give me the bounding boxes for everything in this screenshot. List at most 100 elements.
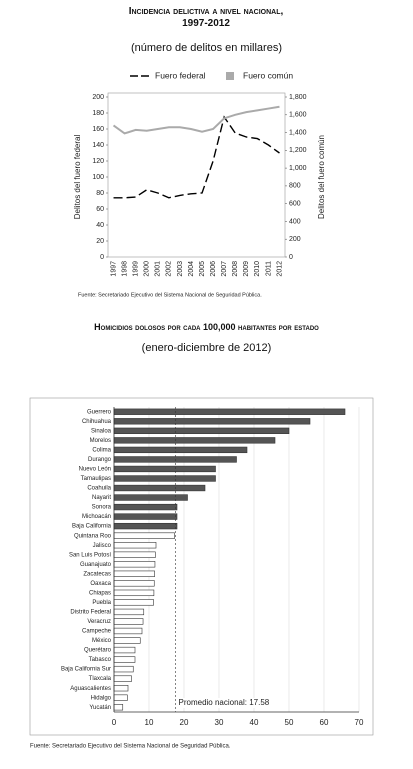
bar (113, 685, 129, 692)
bar (113, 551, 156, 558)
y-tick-label: Chihuahua (82, 419, 112, 425)
y2-tick-label: 1,200 (289, 147, 307, 154)
bar (113, 694, 128, 701)
y-tick-label: Querétaro (84, 648, 112, 654)
bar (113, 580, 155, 587)
bar (113, 561, 156, 568)
bar (113, 408, 346, 415)
y2-tick-label: 1,400 (289, 129, 307, 136)
y-tick-label: Zacatecas (83, 571, 111, 577)
y-tick-label: 200 (92, 94, 104, 101)
source-note: Fuente: Secretariado Ejecutivo del Siste… (78, 292, 262, 298)
bar (113, 599, 154, 606)
bar (113, 522, 178, 530)
bar (113, 542, 157, 549)
y-tick-label: 100 (92, 174, 104, 181)
bar (113, 665, 134, 673)
x-tick-label: 2011 (265, 261, 272, 276)
y-tick-label: Hidalgo (91, 695, 112, 701)
y-tick-label: 140 (92, 142, 104, 149)
chart-subtitle: (número de delitos en millares) (130, 42, 282, 54)
x-tick-label: 2002 (166, 261, 173, 277)
bar (113, 608, 145, 616)
bar (113, 646, 136, 654)
bar (113, 513, 178, 520)
y-tick-label: Campeche (82, 629, 112, 635)
x-tick-label: 2003 (177, 261, 184, 277)
y-tick-label: 120 (92, 158, 104, 165)
bar (113, 618, 144, 625)
y2-tick-label: 1,000 (289, 165, 307, 172)
y-tick-label: Nuevo León (79, 467, 111, 473)
y2-tick-label: 1,800 (289, 94, 307, 101)
bar (113, 627, 143, 635)
y-tick-label: Durango (88, 457, 112, 463)
y-tick-label: Morelos (90, 438, 111, 444)
x-tick-label: 2000 (144, 261, 151, 277)
y-tick-label: Tabasco (89, 657, 112, 663)
annotation-bg (176, 698, 287, 708)
y-tick-label: Colima (92, 447, 111, 453)
bar (113, 589, 155, 597)
y2-tick-label: 200 (289, 236, 301, 243)
x-tick-label: 1999 (133, 261, 140, 277)
y-tick-label: San Luis Potosí (69, 552, 111, 558)
x-tick-label: 40 (250, 718, 259, 727)
y-tick-label: 20 (96, 238, 104, 245)
y-tick-label: Tlaxcala (89, 676, 112, 682)
y-tick-label: Jalisco (93, 543, 112, 549)
legend-swatch (226, 72, 234, 80)
y-tick-label: 80 (96, 190, 104, 197)
series-line (112, 105, 280, 135)
y-tick-label: Quintana Roo (74, 533, 112, 539)
bar (113, 704, 124, 711)
bar (113, 446, 248, 454)
x-tick-label: 30 (215, 718, 224, 727)
chart-frame (29, 397, 374, 736)
y-tick-label: Sinaloa (91, 428, 112, 434)
series-line (113, 115, 280, 199)
x-tick-label: 2004 (188, 261, 195, 277)
x-tick-label: 2005 (199, 261, 206, 277)
y-tick-label: 40 (96, 222, 104, 229)
x-tick-label: 2007 (221, 261, 228, 277)
bar (113, 675, 132, 682)
x-tick-label: 0 (112, 718, 117, 727)
y-tick-label: Puebla (92, 600, 111, 606)
y-tick-label: Chiapas (89, 590, 111, 596)
y2-tick-label: 0 (289, 254, 293, 261)
y-tick-label: 60 (96, 206, 104, 213)
x-tick-label: 1998 (121, 261, 128, 277)
y-tick-label: 160 (92, 126, 104, 133)
x-tick-label: 70 (355, 718, 364, 727)
bar (113, 418, 311, 425)
y-tick-label: México (92, 638, 112, 644)
bar (113, 656, 136, 663)
bar (113, 427, 290, 434)
y-tick-label: Yucatán (89, 705, 111, 711)
bar (113, 637, 141, 644)
x-tick-label: 60 (320, 718, 329, 727)
bar (113, 465, 216, 473)
x-tick-label: 2009 (243, 261, 250, 277)
y-tick-label: Aguascalientes (70, 686, 111, 692)
y-tick-label: Baja California Sur (61, 667, 111, 673)
y-tick-label: Guerrero (87, 409, 112, 415)
x-tick-label: 50 (285, 718, 294, 727)
y-tick-label: 0 (100, 254, 104, 261)
y2-tick-label: 1,600 (289, 112, 307, 119)
x-tick-label: 2001 (155, 261, 162, 277)
legend-label: Fuero federal (155, 70, 206, 80)
y2-tick-label: 800 (289, 183, 301, 190)
y-tick-label: Nayarit (92, 495, 111, 501)
legend-label: Fuero común (243, 70, 293, 80)
bar (113, 475, 216, 482)
y-tick-label: Veracruz (87, 619, 111, 625)
chart-title: Incidencia delictiva a nivel nacional, 1… (128, 6, 284, 29)
bar (113, 494, 188, 501)
y-tick-label: Sonora (92, 505, 112, 511)
y-tick-label: Distrito Federal (70, 610, 111, 616)
chart-title: Homicidios dolosos por cada 100,000 habi… (94, 322, 319, 332)
